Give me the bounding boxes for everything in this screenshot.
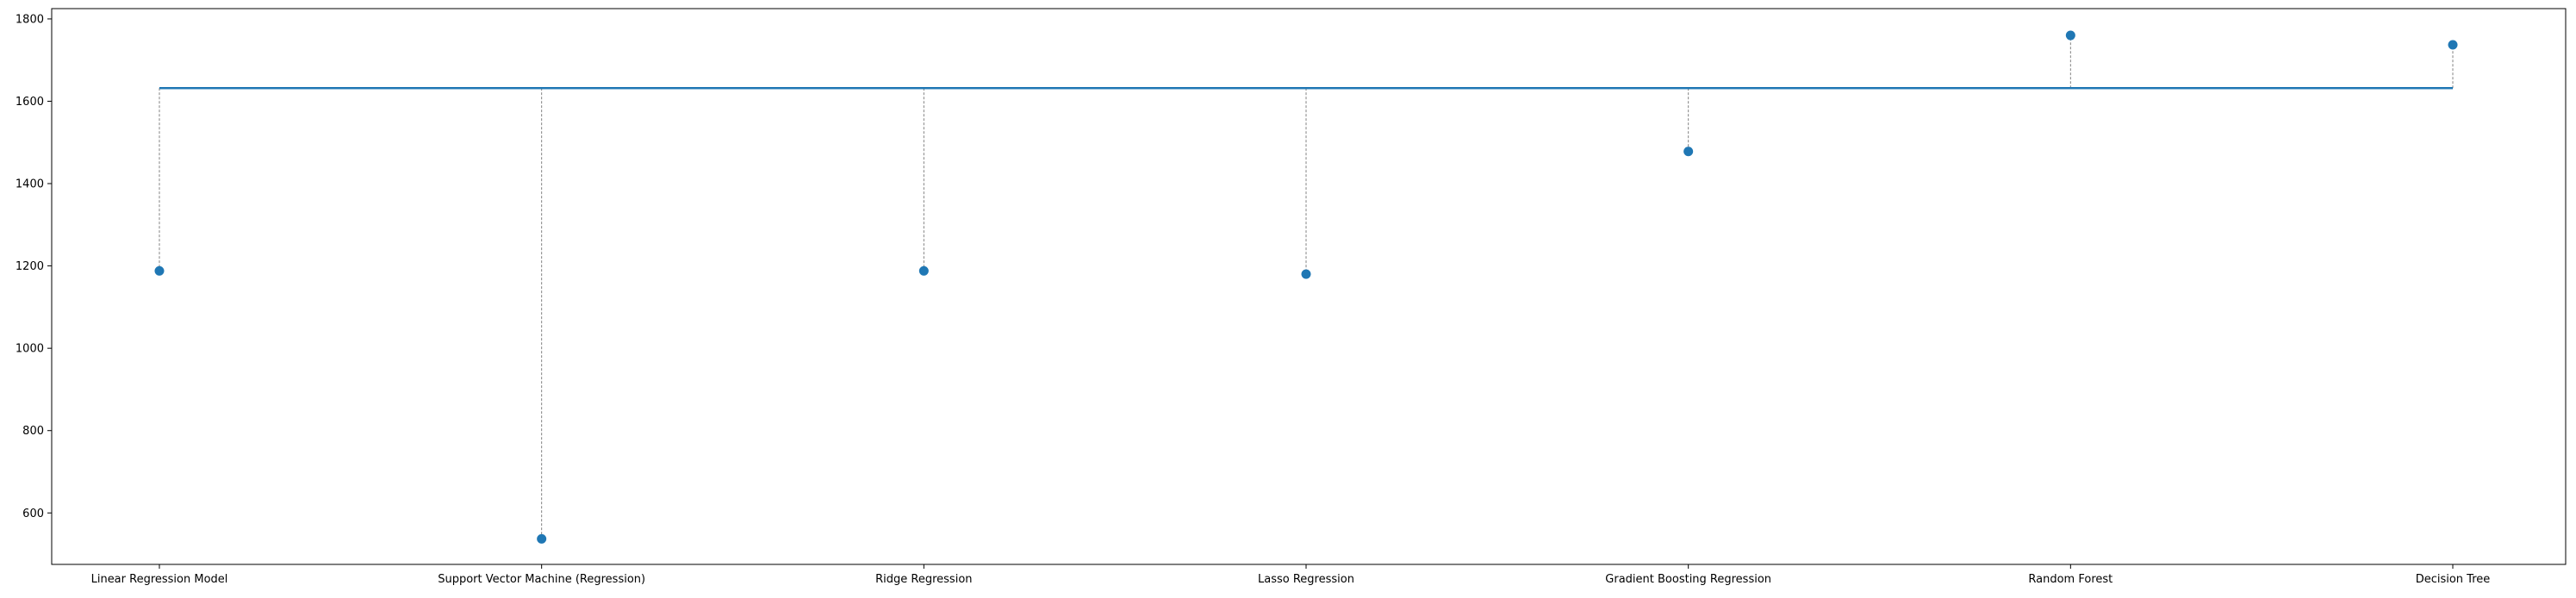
data-point [918,265,929,276]
y-axis: 600 800 1000 1200 1400 1600 1800 [16,13,52,520]
y-tick-label: 1200 [16,260,44,273]
x-tick-label: Linear Regression Model [91,573,228,586]
stems-layer [159,35,2454,539]
y-tick-label: 800 [22,425,44,438]
x-axis: Linear Regression Model Support Vector Ma… [91,564,2491,586]
plot-frame [51,8,2567,565]
data-point [1301,269,1311,279]
data-point [537,533,547,544]
y-tick-label: 1000 [16,343,44,356]
y-tick-label: 1600 [16,96,44,109]
x-tick-label: Lasso Regression [1258,573,1354,586]
y-tick-label: 1400 [16,178,44,191]
x-tick-label: Decision Tree [2416,573,2491,586]
data-point [1683,146,1694,157]
y-tick-label: 1800 [16,13,44,26]
data-point [2448,40,2458,50]
x-tick-label: Random Forest [2028,573,2112,586]
data-point [2065,30,2075,40]
x-tick-label: Ridge Regression [875,573,972,586]
x-tick-label: Gradient Boosting Regression [1605,573,1771,586]
y-tick-label: 600 [22,508,44,520]
data-point [154,265,165,276]
points-layer [154,30,2458,544]
plot-background [52,9,2566,564]
x-tick-label: Support Vector Machine (Regression) [438,573,645,586]
